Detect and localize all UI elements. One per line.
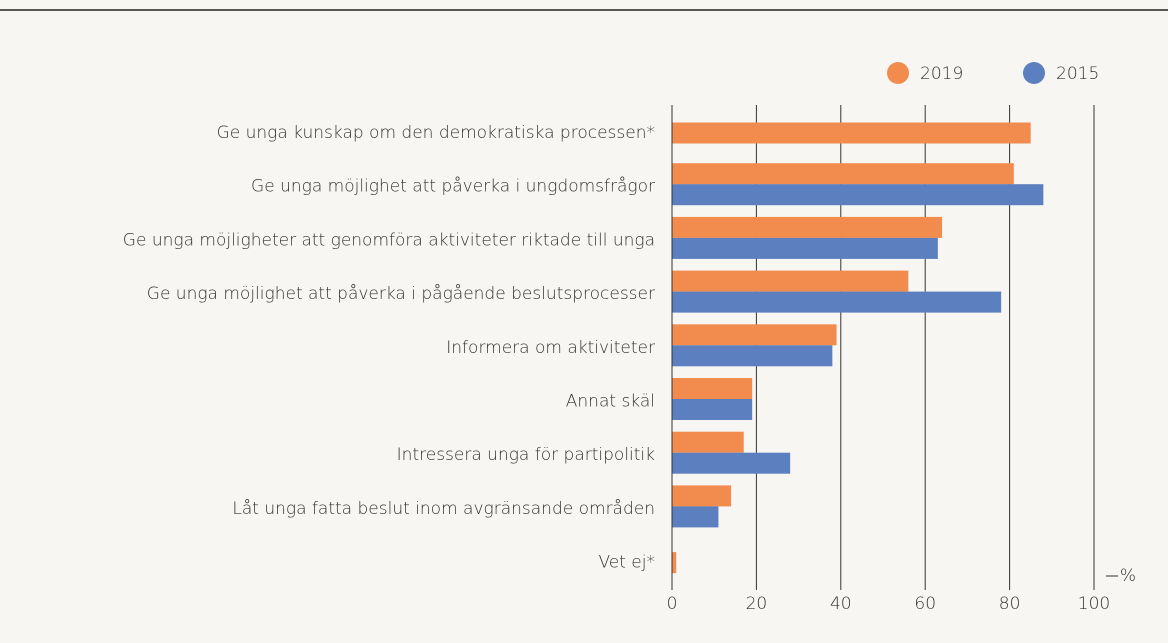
x-axis-label: % [1120, 566, 1136, 586]
bar [672, 485, 732, 507]
bar [672, 122, 1031, 144]
bar [672, 216, 943, 238]
legend-swatch [887, 62, 909, 84]
category-label: Ge unga möjligheter att genomföra aktivi… [123, 230, 655, 250]
bar [672, 270, 909, 292]
category-label: Intressera unga för partipolitik [397, 445, 655, 465]
legend-swatch [1023, 62, 1045, 84]
legend-label: 2019 [920, 64, 963, 84]
category-label: Ge unga möjlighet att påverka i ungdomsf… [251, 176, 655, 197]
x-tick-label: 20 [746, 594, 768, 614]
bar [672, 184, 1044, 206]
bar [672, 431, 744, 453]
bar [672, 378, 753, 399]
category-label: Ge unga möjlighet att påverka i pågående… [147, 283, 655, 304]
legend-label: 2015 [1056, 64, 1099, 84]
bar [672, 399, 753, 420]
bar [672, 237, 938, 259]
category-label: Informera om aktiviteter [446, 338, 655, 358]
x-tick-label: 100 [1078, 594, 1110, 614]
category-label: Låt unga fatta beslut inom avgränsande o… [232, 498, 655, 519]
x-tick-label: 0 [667, 594, 678, 614]
x-tick-label: 60 [914, 594, 936, 614]
bar [672, 452, 791, 474]
bar [672, 552, 677, 574]
x-tick-label: 80 [999, 594, 1021, 614]
bar [672, 163, 1014, 185]
category-label: Ge unga kunskap om den demokratiska proc… [217, 123, 655, 143]
category-label: Annat skäl [566, 392, 655, 412]
bar [672, 345, 833, 367]
bar [672, 291, 1002, 313]
x-tick-label: 40 [830, 594, 852, 614]
bar [672, 506, 719, 528]
bar [672, 324, 837, 346]
category-label: Vet ej* [598, 553, 655, 573]
